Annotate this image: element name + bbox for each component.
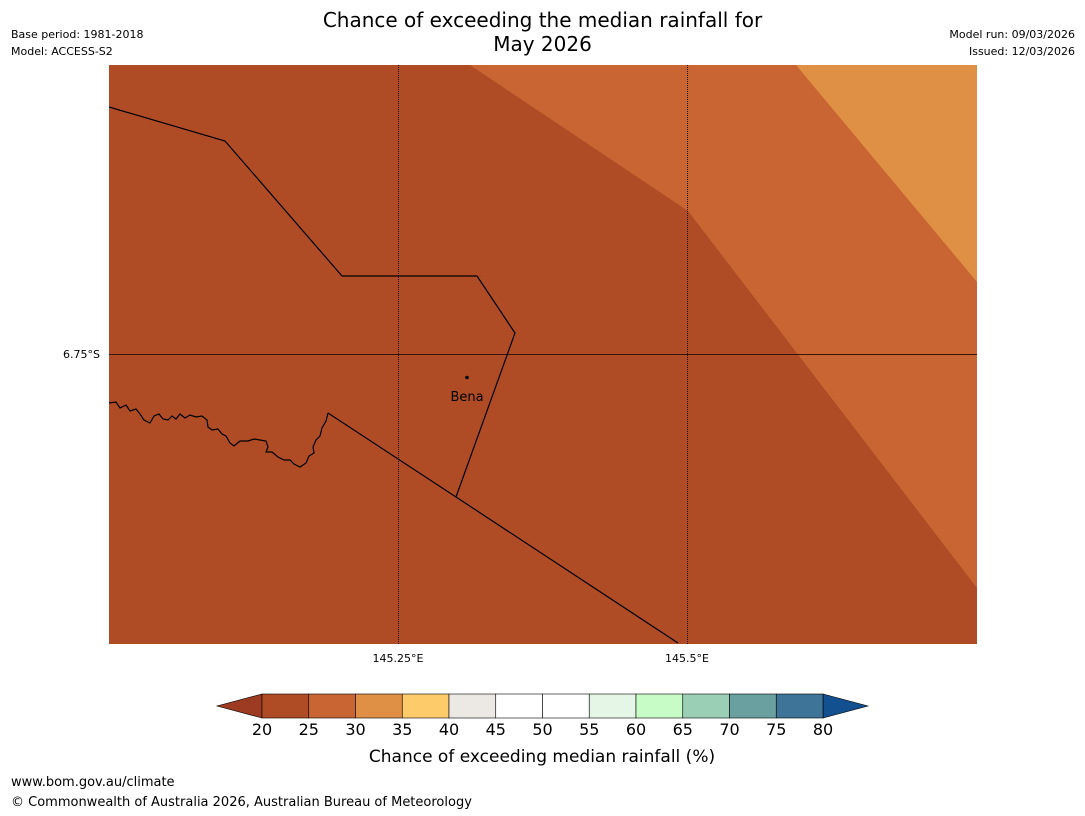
- base-period: Base period: 1981-2018: [11, 28, 144, 41]
- model-name: Model: ACCESS-S2: [11, 45, 113, 58]
- footer-url: www.bom.gov.au/climate: [11, 775, 175, 790]
- model-run-date: Model run: 09/03/2026: [949, 28, 1075, 41]
- colorbar-swatch-65: [682, 693, 730, 719]
- bena-marker: [465, 375, 469, 380]
- title-line-1: Chance of exceeding the median rainfall …: [322, 8, 763, 32]
- colorbar-swatch-60: [635, 693, 684, 719]
- colorbar-tick-50: 50: [532, 720, 552, 739]
- colorbar-swatch-50: [542, 693, 590, 719]
- colorbar-tick-20: 20: [252, 720, 272, 739]
- run-info: Model run: 09/03/2026 Issued: 12/03/2026: [949, 26, 1075, 60]
- colorbar-swatch-75: [775, 693, 824, 719]
- colorbar-tick-80: 80: [813, 720, 833, 739]
- colorbar-tick-35: 35: [392, 720, 412, 739]
- colorbar: 20 25 30 35 40 45 50 55 60 65 70 75 80: [215, 693, 870, 739]
- colorbar-tick-75: 75: [766, 720, 786, 739]
- chart-title: Chance of exceeding the median rainfall …: [0, 8, 1085, 56]
- colorbar-tick-45: 45: [486, 720, 506, 739]
- forecast-band-30-35: [796, 65, 977, 282]
- colorbar-tick-70: 70: [719, 720, 739, 739]
- colorbar-tick-55: 55: [579, 720, 599, 739]
- colorbar-tick-65: 65: [673, 720, 693, 739]
- colorbar-over-arrow: [822, 693, 870, 719]
- colorbar-swatch-25: [308, 693, 356, 719]
- lat-label: 6.75°S: [63, 348, 100, 361]
- colorbar-swatch-30: [355, 693, 403, 719]
- colorbar-tick-25: 25: [299, 720, 319, 739]
- province-boundary-north: [109, 106, 516, 498]
- colorbar-tick-40: 40: [439, 720, 459, 739]
- colorbar-swatch-55: [588, 693, 637, 719]
- map-area: [109, 65, 977, 644]
- colorbar-swatch-40: [448, 693, 497, 719]
- model-info: Base period: 1981-2018 Model: ACCESS-S2: [11, 26, 143, 60]
- forecast-band-25-30: [470, 65, 977, 588]
- colorbar-swatch-70: [729, 693, 777, 719]
- title-line-2: May 2026: [493, 32, 592, 56]
- colorbar-swatch-45: [495, 693, 543, 719]
- colorbar-title: Chance of exceeding median rainfall (%): [369, 747, 715, 767]
- colorbar-under-arrow: [215, 693, 263, 719]
- province-boundary-south: [327, 412, 679, 644]
- issued-date: Issued: 12/03/2026: [968, 45, 1075, 58]
- bena-label: Bena: [450, 390, 483, 405]
- province-boundary-west: [109, 401, 329, 468]
- colorbar-tick-30: 30: [345, 720, 365, 739]
- colorbar-swatch-20: [261, 693, 310, 719]
- colorbar-swatch-35: [401, 693, 450, 719]
- footer-copyright: © Commonwealth of Australia 2026, Austra…: [11, 795, 472, 810]
- lon-label-145-25: 145.25°E: [373, 652, 424, 665]
- lon-label-145-5: 145.5°E: [665, 652, 709, 665]
- colorbar-tick-60: 60: [626, 720, 646, 739]
